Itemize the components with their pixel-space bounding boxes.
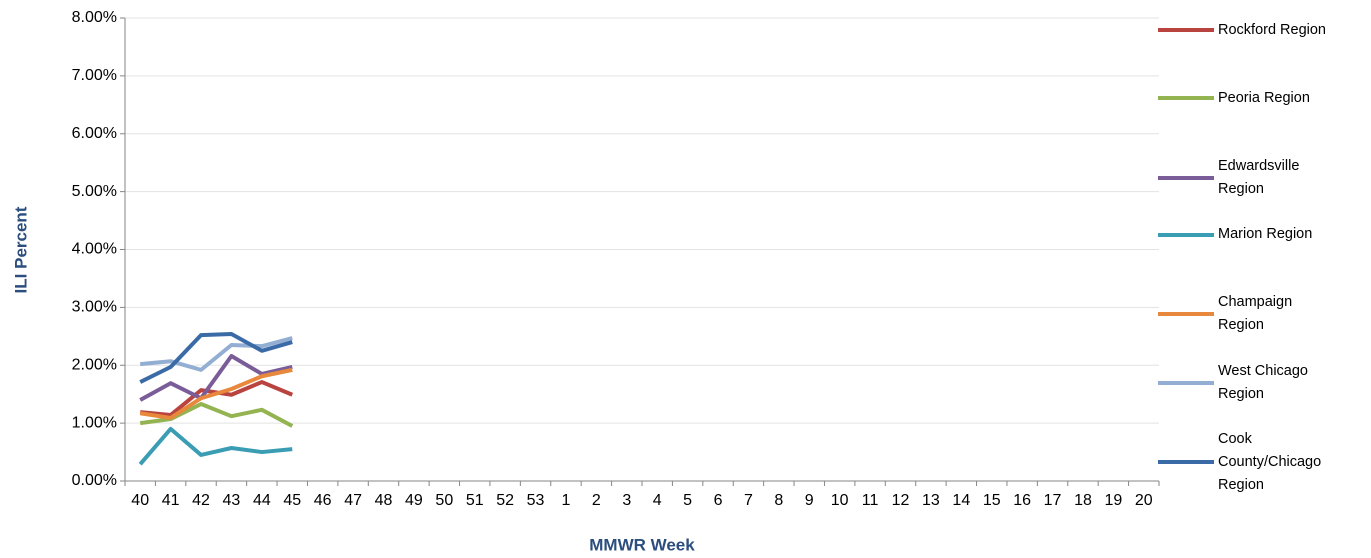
legend-swatch — [1158, 232, 1214, 237]
legend-label: Champaign Region — [1218, 294, 1293, 334]
y-tick-label: 5.00% — [72, 183, 117, 200]
x-tick-label: 7 — [744, 492, 753, 509]
y-tick-label: 3.00% — [72, 299, 117, 316]
legend-entry: Cook County/Chicago Region — [1158, 428, 1330, 497]
x-tick-label: 3 — [622, 492, 631, 509]
x-tick-label: 18 — [1074, 492, 1092, 509]
y-axis-title: ILI Percent — [11, 206, 30, 293]
x-tick-label: 9 — [805, 492, 814, 509]
x-tick-label: 47 — [344, 492, 362, 509]
x-tick-label: 14 — [952, 492, 970, 509]
x-tick-label: 50 — [435, 492, 453, 509]
x-tick-label: 42 — [192, 492, 210, 509]
series-line — [139, 353, 293, 402]
legend-entry: Peoria Region — [1158, 87, 1330, 110]
x-tick-label: 52 — [496, 492, 514, 509]
series-line — [139, 367, 293, 420]
legend-label: West Chicago Region — [1218, 362, 1308, 402]
x-tick-label: 53 — [527, 492, 545, 509]
series-line — [139, 402, 294, 428]
x-tick-label: 46 — [314, 492, 332, 509]
legend-label: Rockford Region — [1218, 21, 1326, 38]
y-tick-label: 4.00% — [72, 241, 117, 258]
x-tick-label: 15 — [983, 492, 1001, 509]
y-tick-label: 6.00% — [72, 125, 117, 142]
series-line — [138, 426, 293, 466]
series-line — [140, 336, 293, 372]
legend-label: Cook County/Chicago Region — [1218, 430, 1322, 493]
legend-swatch — [1158, 380, 1214, 385]
legend-swatch — [1158, 28, 1214, 32]
x-tick-label: 6 — [714, 492, 723, 509]
x-tick-label: 44 — [253, 492, 271, 509]
legend-entry: Edwardsville Region — [1158, 155, 1330, 201]
legend-label: Peoria Region — [1218, 89, 1310, 106]
x-tick-label: 4 — [653, 492, 662, 509]
x-tick-label: 40 — [131, 492, 149, 509]
legend-entry: Champaign Region — [1158, 291, 1330, 337]
x-tick-label: 20 — [1135, 492, 1153, 509]
y-tick-label: 0.00% — [72, 472, 117, 489]
series-line — [139, 331, 293, 384]
x-tick-label: 45 — [283, 492, 301, 509]
legend-entry: Marion Region — [1158, 223, 1330, 246]
legend-swatch — [1158, 460, 1214, 465]
x-tick-label: 19 — [1104, 492, 1122, 509]
x-tick-label: 13 — [922, 492, 940, 509]
x-tick-label: 48 — [375, 492, 393, 509]
x-tick-label: 16 — [1013, 492, 1031, 509]
y-tick-label: 8.00% — [72, 9, 117, 26]
x-tick-label: 41 — [162, 492, 180, 509]
x-tick-label: 49 — [405, 492, 423, 509]
x-tick-label: 10 — [831, 492, 849, 509]
x-tick-label: 17 — [1044, 492, 1062, 509]
x-tick-label: 43 — [223, 492, 241, 509]
legend-entry: Rockford Region — [1158, 19, 1330, 42]
y-tick-label: 7.00% — [72, 67, 117, 84]
legend-label: Marion Region — [1218, 226, 1313, 243]
x-tick-label: 1 — [562, 492, 571, 509]
y-tick-label: 1.00% — [72, 414, 117, 431]
x-axis-title: MMWR Week — [589, 535, 695, 554]
legend-label: Edwardsville Region — [1218, 157, 1300, 197]
x-tick-label: 2 — [592, 492, 601, 509]
x-tick-label: 11 — [862, 492, 879, 509]
x-tick-label: 51 — [466, 492, 484, 509]
x-tick-label: 8 — [774, 492, 783, 509]
legend-swatch — [1158, 96, 1214, 101]
x-tick-label: 12 — [892, 492, 910, 509]
legend-swatch — [1158, 175, 1214, 180]
legend-swatch — [1158, 312, 1214, 317]
x-tick-label: 5 — [683, 492, 692, 509]
legend-entry: West Chicago Region — [1158, 360, 1330, 406]
y-tick-label: 2.00% — [72, 356, 117, 373]
